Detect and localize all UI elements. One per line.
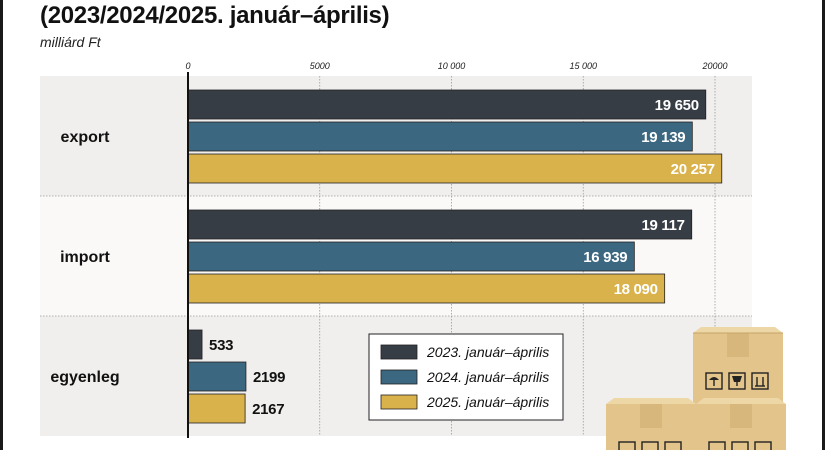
category-label: export bbox=[61, 129, 111, 146]
bar bbox=[187, 89, 707, 120]
category-label: egyenleg bbox=[50, 369, 119, 386]
category-label: import bbox=[60, 249, 110, 266]
bar bbox=[187, 329, 203, 360]
bar bbox=[187, 361, 247, 392]
bar bbox=[187, 209, 693, 240]
data-label: 19 117 bbox=[641, 217, 684, 234]
bar bbox=[187, 241, 635, 272]
legend-label: 2024. január–április bbox=[426, 369, 549, 385]
data-label: 19 139 bbox=[641, 129, 685, 146]
data-label: 20 257 bbox=[671, 161, 715, 178]
unit-label: milliárd Ft bbox=[40, 34, 101, 50]
right-frame-border bbox=[822, 0, 825, 450]
x-tick-label: 10 000 bbox=[438, 61, 466, 71]
legend-swatch bbox=[380, 344, 418, 360]
data-label: 2199 bbox=[253, 369, 285, 386]
chart-title: (2023/2024/2025. január–április) bbox=[40, 2, 390, 29]
cardboard-box-icon bbox=[696, 398, 786, 450]
legend-swatch bbox=[380, 394, 418, 410]
bar bbox=[187, 273, 666, 304]
bar bbox=[187, 153, 723, 184]
cardboard-box-icon bbox=[693, 327, 783, 405]
cardboard-box-icon bbox=[606, 398, 696, 450]
x-tick-label: 5000 bbox=[310, 61, 330, 71]
data-label: 16 939 bbox=[583, 249, 627, 266]
x-tick-label: 20000 bbox=[701, 61, 727, 71]
bar bbox=[187, 393, 246, 424]
x-tick-label: 0 bbox=[185, 61, 190, 71]
left-frame-border bbox=[0, 0, 3, 450]
data-label: 533 bbox=[209, 337, 233, 354]
legend-swatch bbox=[380, 369, 418, 385]
data-label: 2167 bbox=[252, 401, 284, 418]
data-label: 18 090 bbox=[614, 281, 658, 298]
data-label: 19 650 bbox=[655, 97, 699, 114]
x-tick-label: 15 000 bbox=[569, 61, 597, 71]
bar bbox=[187, 121, 693, 152]
legend-label: 2023. január–április bbox=[426, 344, 549, 360]
legend-label: 2025. január–április bbox=[426, 394, 549, 410]
